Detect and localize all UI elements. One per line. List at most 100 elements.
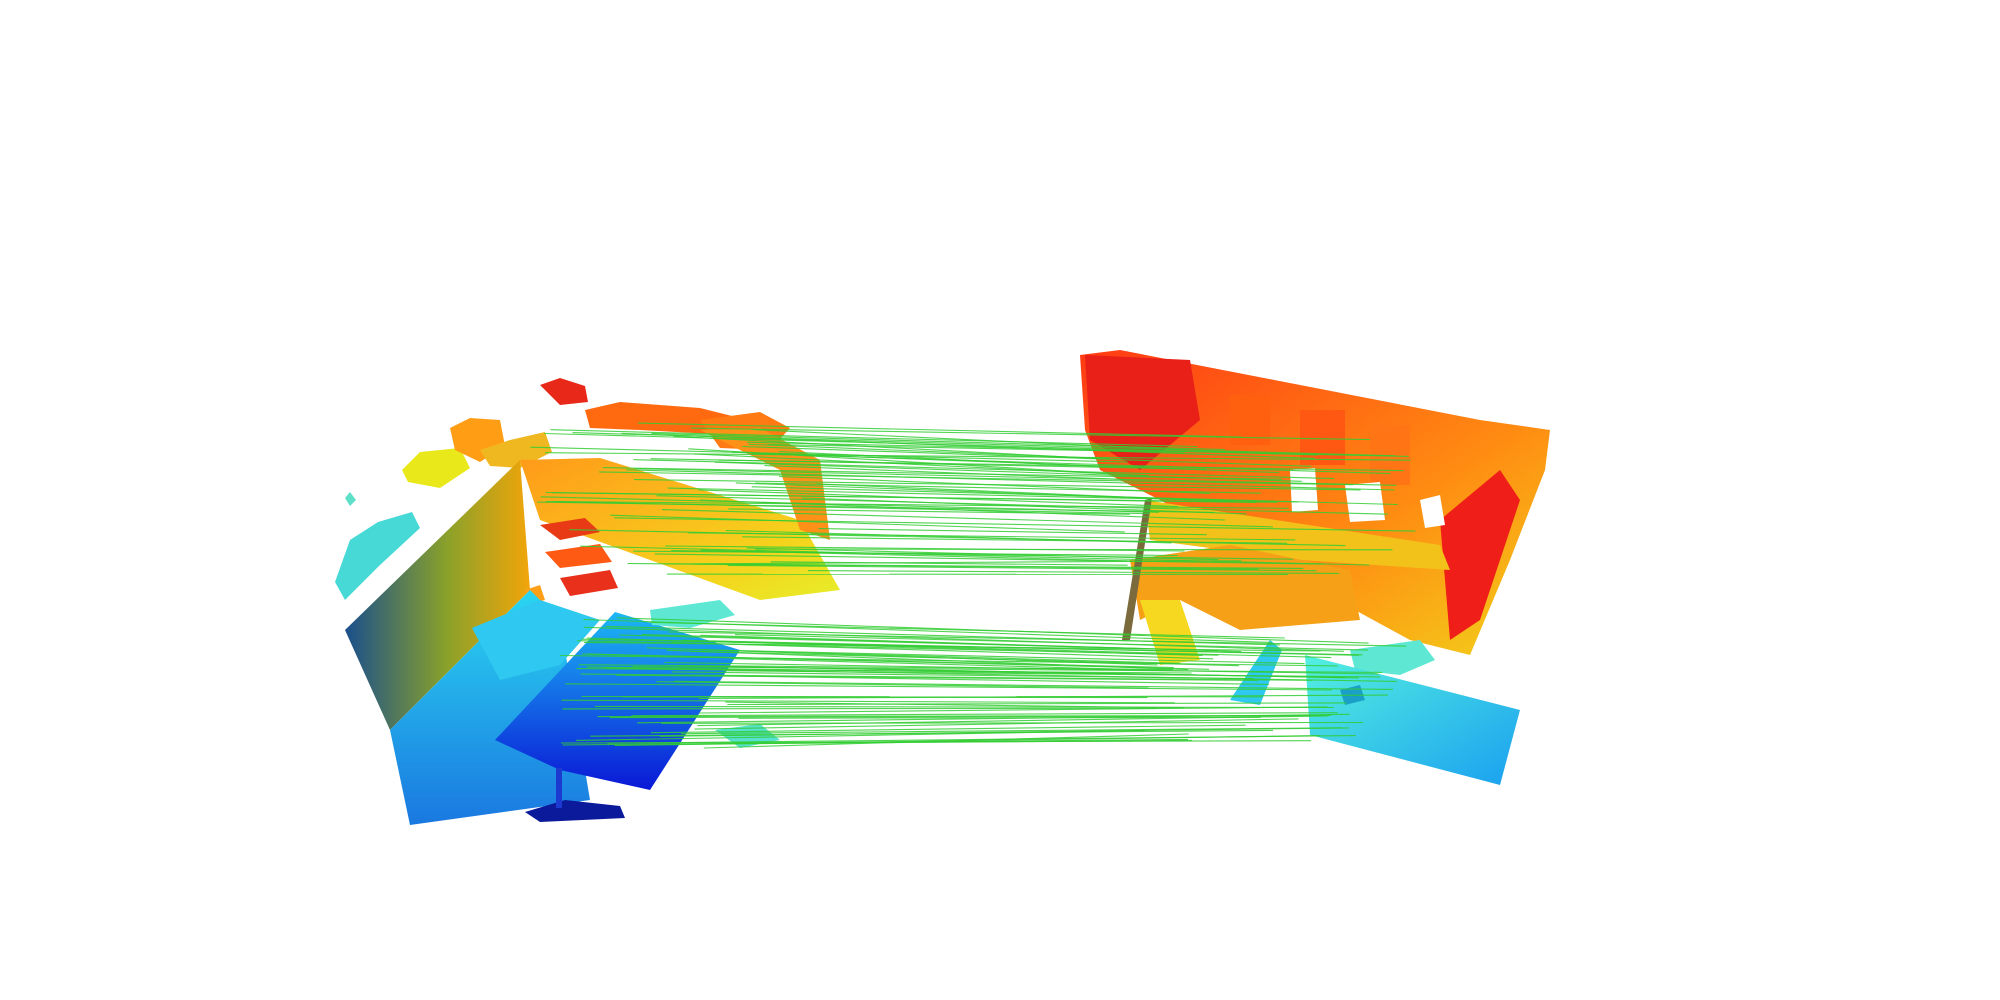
correspondence-line: [580, 545, 1370, 566]
correspondence-line: [599, 471, 1354, 486]
correspondence-line: [715, 675, 1269, 685]
correspondence-line: [808, 570, 1340, 574]
cloud-fragment: [540, 518, 600, 540]
correspondence-line: [650, 724, 1246, 734]
correspondence-line: [651, 432, 1225, 451]
correspondence-line: [631, 712, 1338, 717]
correspondence-line: [764, 465, 1125, 480]
cloud-fragment: [480, 432, 552, 468]
chair-back: [472, 600, 600, 680]
correspondence-line: [561, 699, 1175, 704]
correspondence-line: [688, 532, 1296, 541]
correspondence-line: [626, 469, 1395, 491]
correspondence-line: [646, 647, 1158, 666]
correspondence-line: [671, 671, 1254, 680]
correspondence-line: [637, 422, 1242, 438]
correspondence-line: [590, 729, 1274, 737]
correspondence-line: [668, 631, 1407, 647]
correspondence-line: [540, 496, 1159, 513]
shelf-block: [1085, 355, 1200, 470]
correspondence-line: [698, 706, 1328, 714]
correspondence-line: [755, 482, 1261, 494]
cloud-fragment: [335, 512, 420, 600]
correspondence-line: [718, 459, 1404, 472]
correspondence-line: [698, 694, 1389, 700]
correspondence-line: [632, 666, 1383, 673]
correspondence-line: [545, 501, 1151, 515]
correspondence-line: [700, 649, 1305, 665]
correspondence-line: [664, 661, 1379, 675]
correspondence-line: [656, 495, 1388, 515]
correspondence-line: [565, 683, 1332, 691]
correspondence-line: [730, 658, 1164, 671]
cloud-fragment: [345, 492, 356, 506]
floor-base: [525, 800, 625, 822]
correspondence-line: [584, 626, 1344, 652]
correspondence-line: [553, 500, 1289, 509]
correspondence-line: [770, 561, 1128, 566]
shelf-block: [1440, 470, 1520, 640]
correspondence-line: [610, 514, 1125, 533]
correspondence-line: [725, 701, 1184, 709]
correspondence-line: [747, 441, 1409, 457]
correspondence-line: [550, 429, 1198, 448]
cloud-fragment: [540, 378, 588, 405]
correspondence-line: [751, 453, 1391, 475]
correspondence-line: [580, 673, 1313, 681]
correspondence-line: [693, 563, 1304, 569]
correspondence-line: [661, 721, 1364, 724]
cloud-fragment: [1290, 468, 1318, 512]
correspondence-line: [688, 448, 1107, 475]
correspondence-line: [604, 667, 1397, 682]
correspondence-line: [633, 459, 1335, 480]
correspondence-line: [700, 634, 1242, 653]
desk-panel: [1145, 500, 1450, 570]
correspondence-line: [665, 545, 1185, 552]
desk-edge: [700, 428, 830, 540]
correspondence-line: [656, 681, 1149, 689]
correspondence-line: [594, 705, 1335, 709]
correspondence-line: [711, 640, 1332, 659]
correspondence-line: [544, 452, 1411, 461]
correspondence-line: [727, 702, 1347, 706]
correspondence-line: [694, 718, 1299, 730]
correspondence-line: [728, 508, 1130, 515]
shelf-gap: [1300, 410, 1345, 465]
correspondence-line: [609, 715, 1312, 719]
correspondence-line: [552, 492, 1278, 503]
correspondence-line: [664, 560, 1242, 565]
correspondence-line: [530, 446, 1128, 463]
correspondence-line: [727, 564, 1317, 572]
chair-seat: [1350, 640, 1435, 675]
cloud-fragment: [1420, 495, 1445, 528]
wall-segment: [345, 460, 530, 730]
cloud-fragment: [1345, 482, 1385, 522]
correspondence-line: [607, 735, 1356, 744]
chair-leg: [556, 768, 562, 808]
correspondence-line: [801, 497, 1247, 515]
correspondence-line: [673, 680, 1394, 690]
correspondence-line: [667, 487, 1299, 503]
correspondence-line: [661, 509, 1273, 528]
correspondence-line: [748, 443, 1110, 460]
correspondence-line: [588, 653, 1210, 670]
correspondence-line: [738, 716, 1261, 719]
correspondence-line: [755, 548, 1393, 551]
correspondence-line: [818, 528, 1207, 536]
correspondence-line: [734, 634, 1368, 651]
correspondence-line: [714, 461, 1302, 482]
correspondence-line: [697, 715, 1328, 727]
correspondence-line: [691, 427, 1370, 441]
correspondence-line: [616, 617, 1369, 644]
cloud-fragment: [402, 448, 470, 488]
correspondence-line: [742, 536, 1288, 544]
cloud-fragment: [585, 402, 740, 435]
desk-panel: [1130, 545, 1360, 630]
correspondence-line: [621, 432, 1315, 459]
correspondence-lines: [530, 422, 1416, 749]
floor-segment: [1305, 655, 1520, 785]
correspondence-line: [562, 707, 1157, 710]
correspondence-line: [633, 550, 1179, 557]
correspondence-line: [634, 468, 1397, 486]
correspondence-line: [583, 618, 1272, 644]
